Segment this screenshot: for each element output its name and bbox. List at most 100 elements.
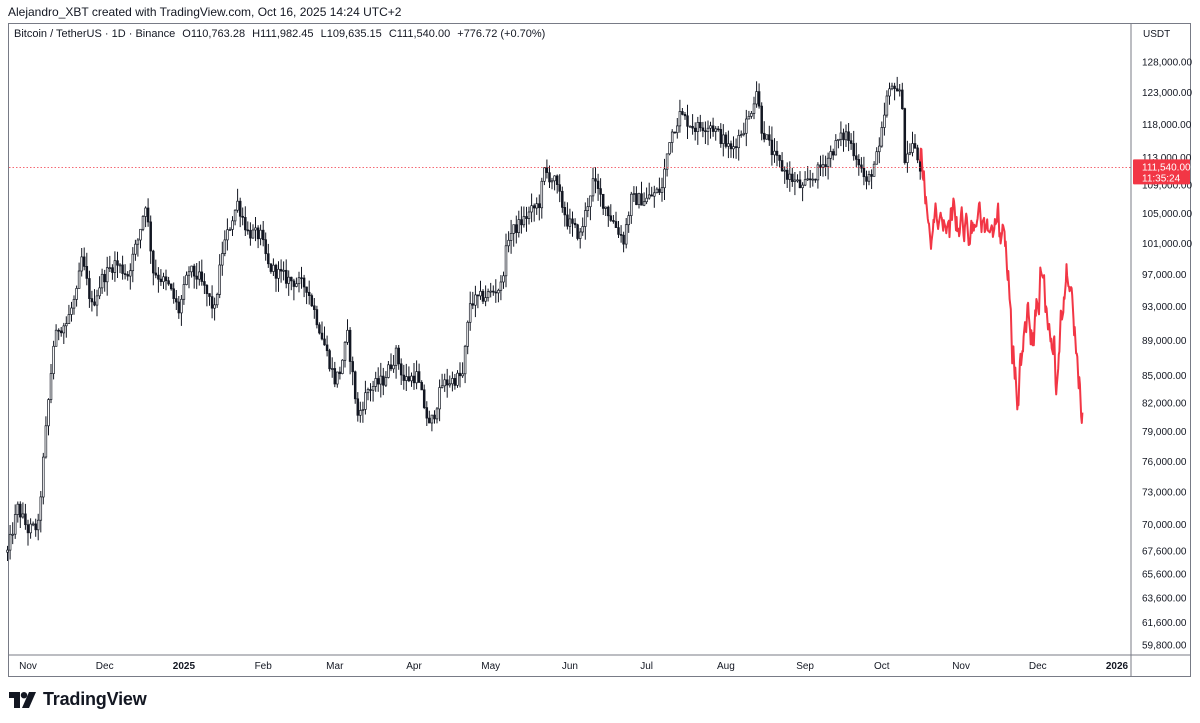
high-value: 111,982.45 <box>260 28 314 40</box>
candle <box>578 228 582 249</box>
low-value: 109,635.15 <box>326 28 382 40</box>
candle <box>755 81 758 108</box>
candle <box>57 328 60 341</box>
candle <box>136 238 140 257</box>
candle <box>875 147 878 165</box>
candle <box>264 232 267 261</box>
candle <box>292 278 296 301</box>
candle <box>182 276 186 305</box>
candle <box>732 136 735 159</box>
candle <box>261 221 265 247</box>
price-tick-label: 89,000.00 <box>1142 336 1187 347</box>
candle <box>44 416 48 459</box>
candle <box>374 371 377 392</box>
candle <box>405 363 408 391</box>
candle <box>328 348 331 372</box>
candle <box>757 83 761 109</box>
candle <box>410 372 413 387</box>
candle <box>586 197 590 218</box>
candle <box>484 285 487 307</box>
candle <box>716 126 720 132</box>
candle <box>693 122 697 141</box>
candle <box>366 387 370 401</box>
candle <box>796 174 799 183</box>
price-tick-label: 85,000.00 <box>1142 371 1187 382</box>
chart-caption: Alejandro_XBT created with TradingView.c… <box>8 5 402 19</box>
candle <box>412 363 416 390</box>
candle <box>561 186 564 213</box>
candle <box>793 172 797 196</box>
candle <box>461 362 464 378</box>
candle <box>415 360 418 390</box>
candle <box>162 272 165 289</box>
price-tick-label: 118,000.00 <box>1142 120 1192 131</box>
candle <box>499 275 503 301</box>
candle <box>489 282 492 298</box>
candle <box>187 266 191 289</box>
time-tick-label: 2025 <box>173 661 196 672</box>
candle <box>205 284 209 307</box>
candle <box>359 401 362 423</box>
candle <box>177 296 181 319</box>
candle <box>847 123 850 152</box>
candle <box>307 280 311 305</box>
candle <box>113 251 117 282</box>
candle <box>591 167 595 202</box>
candle <box>486 288 490 302</box>
candle <box>241 207 244 226</box>
candle <box>379 362 383 398</box>
candle <box>215 292 219 308</box>
candle <box>568 208 572 234</box>
candle <box>95 289 99 317</box>
candle <box>837 138 840 149</box>
candle <box>640 181 643 206</box>
candle <box>696 116 700 145</box>
open-label: O <box>182 28 191 40</box>
candle <box>719 123 723 148</box>
candle <box>399 358 403 385</box>
candle <box>52 340 55 380</box>
tradingview-brand[interactable]: TradingView <box>9 689 147 710</box>
time-tick-label: Nov <box>19 661 37 672</box>
candle <box>152 249 155 286</box>
candle <box>870 169 873 189</box>
candle <box>123 264 127 280</box>
candle <box>619 225 623 243</box>
candle <box>300 266 303 289</box>
candle <box>93 289 96 307</box>
candle <box>353 370 357 404</box>
price-tick-label: 76,000.00 <box>1142 457 1187 468</box>
candle <box>233 209 237 226</box>
candle <box>157 267 160 293</box>
candle <box>581 217 584 236</box>
candle <box>558 174 561 203</box>
candle <box>607 205 610 227</box>
candle <box>323 326 326 346</box>
candle <box>653 185 656 208</box>
currency-label: USDT <box>1143 29 1170 40</box>
candle <box>801 182 804 202</box>
candle <box>791 167 794 187</box>
candle <box>369 383 372 402</box>
candle <box>596 173 600 201</box>
candle <box>433 410 436 424</box>
candle <box>320 321 324 341</box>
price-axis[interactable]: 128,000.00 123,000.00 118,000.00 113,000.00… <box>1142 58 1192 652</box>
time-tick-label: Dec <box>96 661 114 672</box>
candle <box>885 90 889 118</box>
candle <box>126 271 129 281</box>
symbol-name[interactable]: Bitcoin / TetherUS · 1D · Binance <box>14 28 176 40</box>
candle <box>727 130 730 159</box>
candle <box>254 217 257 242</box>
candle <box>468 291 472 331</box>
candle <box>724 132 728 149</box>
candle <box>284 259 288 289</box>
candle <box>42 452 45 505</box>
chart-frame <box>8 23 1191 677</box>
candle <box>364 380 367 415</box>
candle <box>668 142 671 156</box>
time-axis[interactable]: Nov Dec 2025 Feb Mar Apr May Jun Jul Aug Sep Oct Nov… <box>19 661 1128 672</box>
candle <box>714 126 717 141</box>
candle <box>16 501 20 523</box>
